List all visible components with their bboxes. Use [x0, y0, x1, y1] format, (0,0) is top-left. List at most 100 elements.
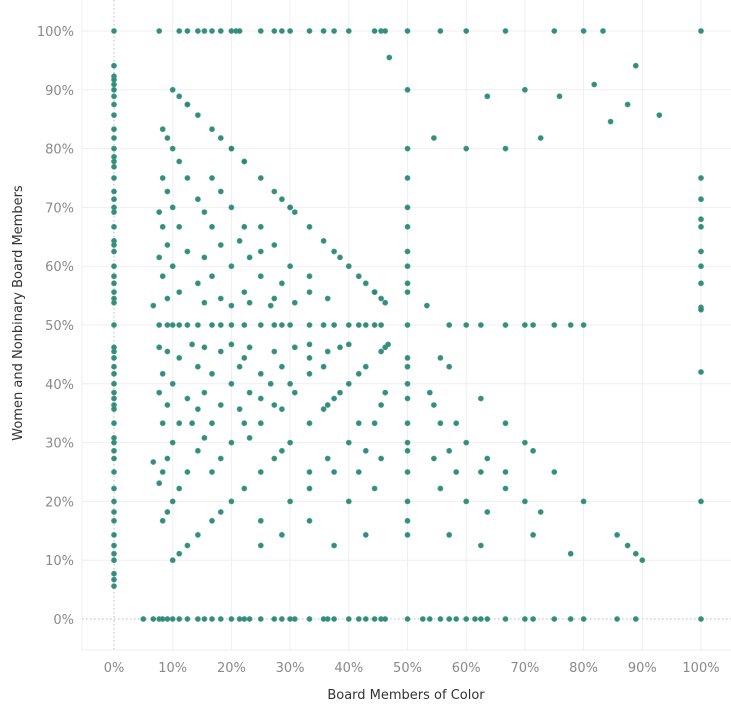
data-point: [156, 322, 163, 328]
x-axis-label: Board Members of Color: [327, 688, 485, 703]
data-point: [228, 263, 235, 270]
data-point: [632, 62, 639, 69]
data-point: [291, 616, 298, 622]
data-point: [217, 509, 224, 515]
data-point: [502, 420, 509, 427]
data-point: [246, 254, 253, 261]
data-point: [698, 196, 704, 203]
data-point: [111, 223, 117, 230]
data-point: [228, 204, 235, 211]
data-point: [698, 306, 704, 313]
data-point: [337, 344, 343, 351]
data-point: [477, 542, 484, 549]
data-point: [111, 395, 117, 402]
data-point: [386, 54, 393, 61]
data-point: [156, 209, 163, 215]
data-point: [257, 517, 264, 524]
data-point: [362, 363, 369, 370]
data-point: [426, 616, 433, 622]
y-axis-ticks: 0% 10% 20% 30% 40% 50% 60% 70% 80% 90% 100%: [37, 25, 74, 628]
data-point: [362, 322, 369, 328]
data-point: [217, 295, 224, 302]
data-point: [530, 322, 536, 328]
data-point: [430, 135, 437, 141]
data-point: [209, 223, 215, 230]
data-point: [257, 175, 264, 181]
x-tick-label: 100%: [682, 661, 719, 676]
data-point: [423, 302, 430, 309]
data-point: [156, 480, 163, 487]
y-tick-label: 80%: [45, 143, 74, 158]
data-point: [404, 447, 411, 454]
data-point: [257, 28, 264, 34]
data-point: [600, 28, 606, 34]
data-point: [404, 263, 411, 270]
data-point: [111, 517, 117, 524]
data-point: [331, 322, 337, 328]
y-tick-label: 40%: [45, 378, 74, 393]
data-point: [355, 370, 362, 377]
data-point: [111, 455, 117, 462]
data-point: [217, 616, 224, 622]
data-point: [257, 273, 264, 280]
data-point: [236, 406, 243, 412]
data-point: [217, 402, 224, 408]
data-point: [164, 295, 171, 302]
data-point: [355, 616, 362, 622]
data-point: [111, 348, 117, 355]
data-point: [484, 616, 491, 622]
data-point: [355, 322, 362, 328]
data-point: [306, 485, 313, 492]
data-point: [246, 616, 253, 622]
data-point: [217, 188, 224, 195]
data-point: [241, 616, 248, 622]
data-point: [156, 344, 163, 351]
data-point: [164, 455, 171, 462]
data-point: [159, 126, 166, 133]
data-point: [241, 223, 248, 230]
data-point: [404, 280, 411, 287]
data-point: [228, 439, 235, 446]
data-point: [257, 420, 264, 427]
data-point: [194, 196, 201, 203]
data-point: [362, 280, 369, 287]
data-point: [164, 135, 171, 141]
data-point: [453, 420, 460, 427]
data-point: [331, 616, 337, 622]
data-point: [530, 447, 536, 454]
data-point: [287, 498, 293, 505]
data-point: [228, 302, 235, 309]
data-point: [194, 280, 201, 287]
data-points: [111, 28, 704, 622]
data-point: [378, 348, 384, 355]
x-tick-label: 0%: [104, 661, 125, 676]
data-point: [382, 28, 389, 34]
data-point: [404, 363, 411, 370]
data-point: [111, 576, 117, 583]
data-point: [404, 498, 411, 505]
x-tick-label: 30%: [276, 661, 305, 676]
data-point: [169, 380, 176, 387]
data-point: [404, 616, 411, 622]
data-point: [194, 322, 201, 328]
data-point: [537, 135, 544, 141]
data-point: [241, 485, 248, 492]
data-point: [639, 557, 646, 564]
data-point: [484, 455, 491, 462]
data-point: [502, 616, 509, 622]
y-tick-label: 100%: [37, 25, 74, 40]
data-point: [257, 616, 264, 622]
data-point: [241, 322, 248, 328]
data-point: [164, 322, 171, 328]
data-point: [140, 616, 147, 622]
data-point: [371, 616, 378, 622]
data-point: [176, 158, 183, 165]
data-point: [437, 420, 444, 427]
data-point: [164, 188, 171, 195]
data-point: [404, 204, 411, 211]
data-point: [111, 112, 117, 118]
data-point: [278, 28, 285, 34]
data-point: [164, 616, 171, 622]
data-point: [267, 302, 274, 309]
data-point: [111, 439, 117, 446]
